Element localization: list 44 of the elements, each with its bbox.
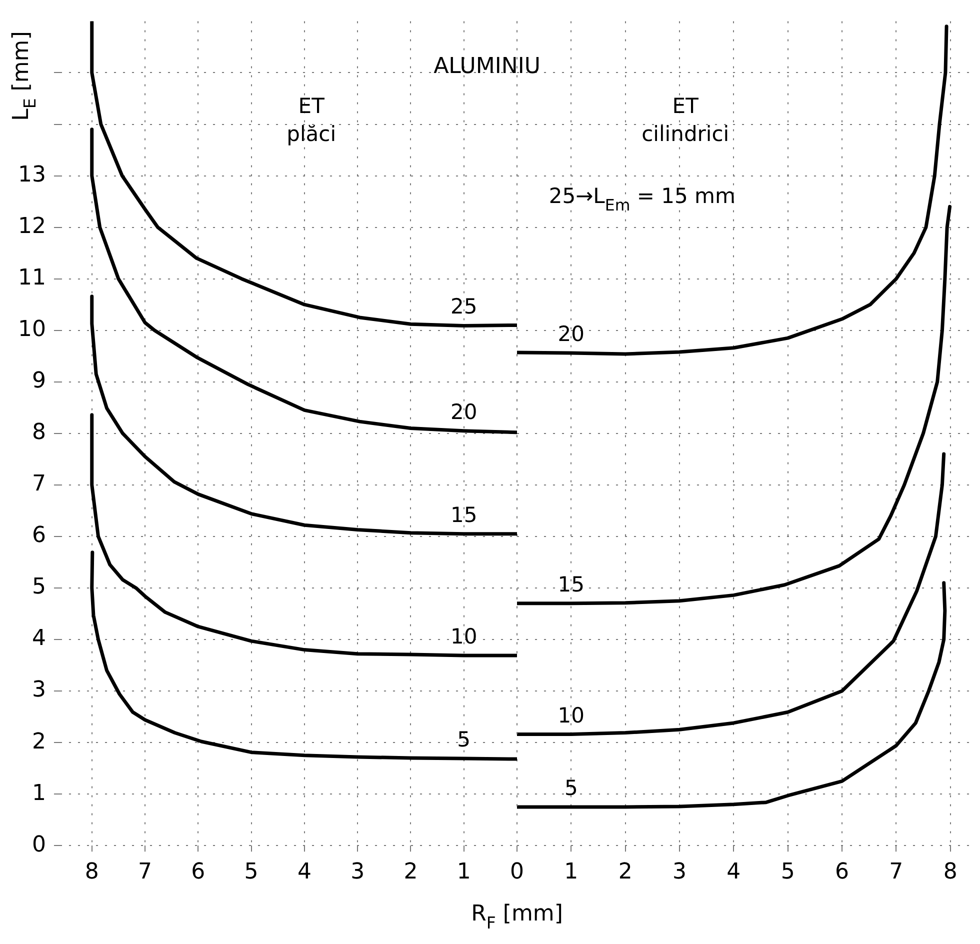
x-tick-label: 5 (244, 860, 258, 885)
x-tick-label: 0 (510, 860, 524, 885)
y-tick-label: 12 (18, 214, 46, 240)
series-label: 15 (558, 572, 585, 596)
series-label: 5 (457, 728, 471, 752)
y-tick-label: 7 (32, 472, 46, 497)
x-tick-label: 8 (943, 860, 958, 885)
x-tick-label: 3 (350, 860, 365, 885)
series-label: 20 (558, 322, 585, 346)
annotation: ET plăci (286, 94, 336, 146)
series-label: 10 (450, 624, 478, 648)
x-tick-label: 1 (456, 860, 471, 885)
y-tick-label: 13 (18, 162, 46, 188)
y-tick-label: 1 (32, 780, 46, 806)
x-tick-label: 4 (297, 860, 312, 885)
series-label: 15 (450, 502, 478, 527)
y-tick-label: 0 (32, 832, 46, 858)
series-label: 5 (564, 776, 578, 800)
y-tick-label: 2 (32, 729, 46, 754)
y-tick-label: 5 (32, 574, 46, 600)
x-tick-label: 3 (672, 860, 686, 885)
x-tick-label: 7 (138, 860, 152, 885)
y-tick-label: 11 (18, 266, 46, 291)
x-tick-label: 4 (726, 860, 741, 885)
text: ALUMINIU (434, 54, 540, 80)
x-tick-label: 6 (835, 860, 849, 885)
x-tick-label: 2 (404, 860, 418, 885)
x-tick-label: 5 (780, 860, 795, 885)
y-tick-label: 6 (32, 523, 46, 548)
series-label: 25 (450, 294, 478, 319)
y-tick-label: 4 (32, 626, 46, 652)
y-tick-label: 9 (32, 368, 46, 394)
x-tick-label: 6 (191, 860, 206, 885)
x-tick-label: 8 (84, 860, 99, 885)
series-label: 20 (450, 400, 478, 424)
x-tick-label: 7 (889, 860, 904, 885)
x-tick-label: 2 (618, 860, 632, 885)
x-tick-label: 1 (564, 860, 578, 885)
y-axis-title: LE [mm] (9, 31, 40, 121)
series-label: 10 (558, 703, 585, 728)
annotation: ET cilindrici (642, 94, 730, 146)
y-tick-label: 3 (32, 678, 46, 703)
y-tick-label: 8 (32, 420, 46, 446)
y-tick-label: 10 (18, 317, 46, 342)
